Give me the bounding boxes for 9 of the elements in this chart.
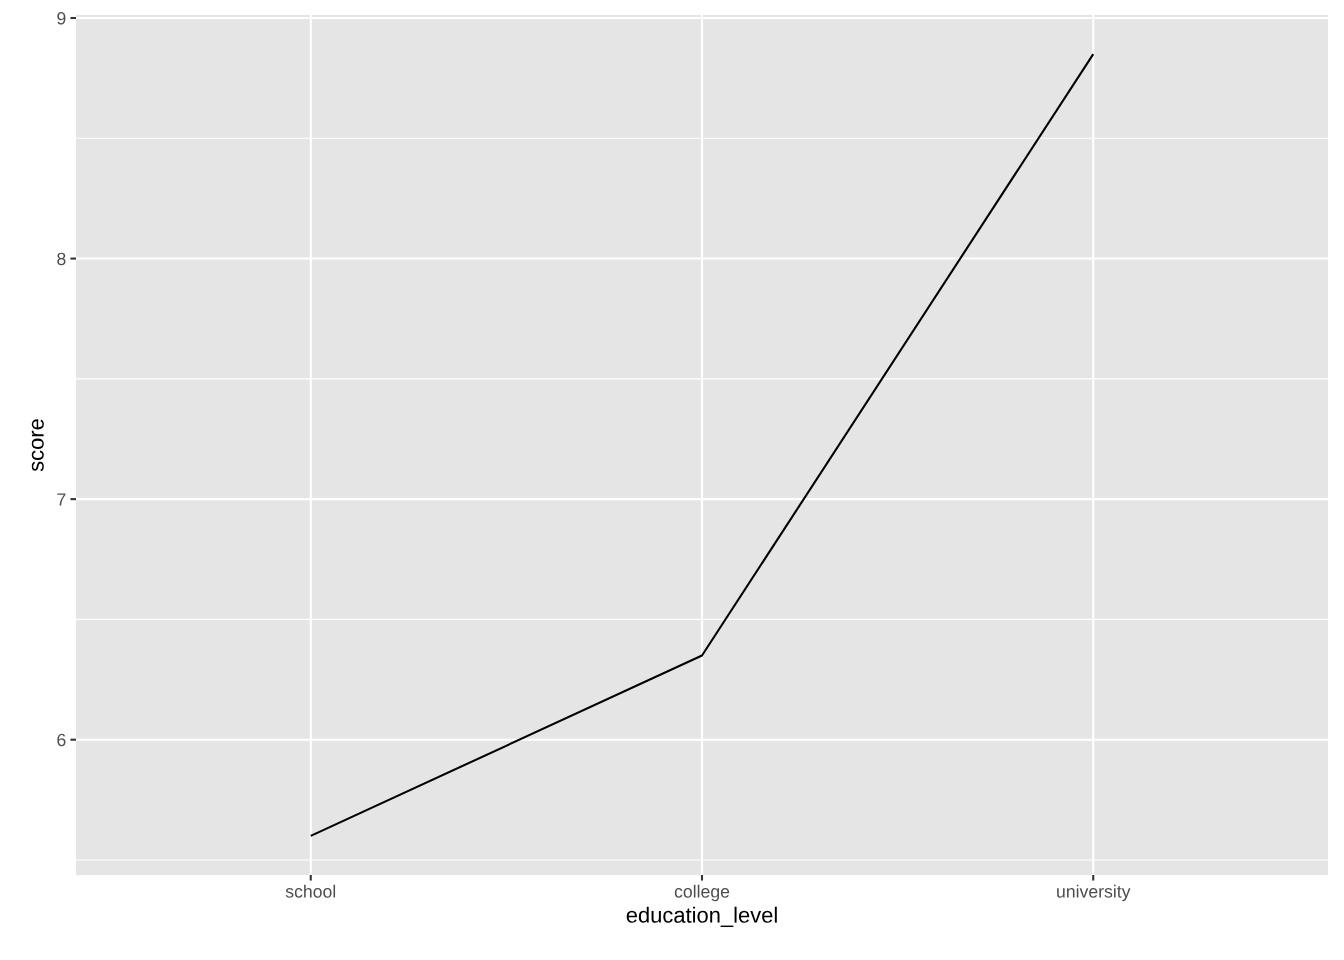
y-axis-title: score (31, 419, 44, 472)
y-tick-label: 6 (57, 733, 66, 747)
x-tick-label: college (674, 884, 730, 902)
y-tick-label: 9 (57, 12, 66, 25)
y-tick-label: 8 (57, 252, 66, 266)
y-tick-label: 7 (57, 493, 66, 506)
x-tick-label: school (285, 884, 336, 898)
x-tick-label: university (1057, 884, 1131, 902)
x-axis-title: education_level (626, 906, 777, 927)
